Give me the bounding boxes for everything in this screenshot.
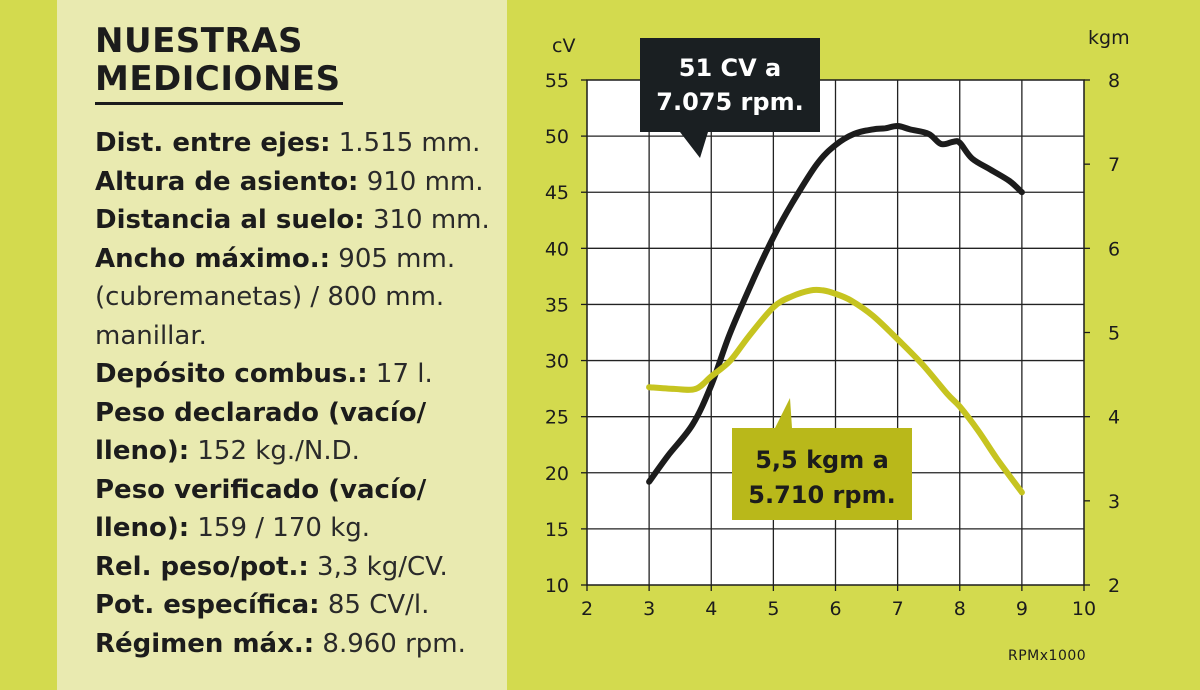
spec-value: 3,3 kg/CV. [308,551,448,582]
spec-label: Peso declarado (vacío/ [95,397,427,428]
x-axis-label: RPMx1000 [1008,648,1086,664]
spec-label: Distancia al suelo: [95,205,365,235]
spec-value: manillar. [95,320,207,351]
spec-row: Ancho máximo.: 905 mm. [95,240,505,279]
spec-row: Régimen máx.: 8.960 rpm. [95,625,505,664]
spec-row: (cubremanetas) / 800 mm. [95,278,505,317]
x-tick-label: 5 [767,598,779,620]
spec-value: 905 mm. [330,243,456,274]
spec-label: Ancho máximo.: [95,243,331,274]
x-tick-label: 7 [892,598,904,620]
spec-row: Altura de asiento: 910 mm. [95,163,505,202]
spec-value: 310 mm. [364,205,490,235]
spec-row: manillar. [95,317,505,356]
title-line-2: MEDICIONES [95,59,341,99]
spec-row: Pot. específica: 85 CV/l. [95,586,505,625]
spec-label: Depósito combus.: [95,359,368,389]
panel-title: NUESTRAS MEDICIONES [95,22,341,98]
spec-row: lleno): 152 kg./N.D. [95,432,505,471]
y-left-tick-label: 25 [545,407,569,429]
x-tick-label: 4 [705,598,717,620]
y-right-tick-label: 4 [1108,407,1120,429]
y-left-tick-label: 40 [545,238,569,260]
y-right-axis-label: kgm [1088,27,1130,49]
spec-value: 1.515 mm. [330,128,481,158]
x-tick-label: 2 [581,598,593,620]
y-right-tick-label: 6 [1108,238,1120,260]
spec-value: 17 l. [367,359,433,389]
y-right-tick-label: 7 [1108,154,1120,176]
spec-row: Dist. entre ejes: 1.515 mm. [95,124,505,163]
title-underline [95,102,343,105]
series-layer [646,122,1025,496]
annotation-power-line-2: 7.075 rpm. [656,88,803,116]
spec-label: Pot. específica: [95,590,320,620]
y-left-tick-label: 35 [545,294,569,316]
y-left-tick-label: 10 [545,575,569,597]
y-left-tick-label: 15 [545,519,569,541]
annotation-power-line-1: 51 CV a [679,54,782,82]
annotation-power-box [640,38,820,158]
x-tick-label: 10 [1072,598,1096,620]
series-line-torque [646,286,1025,496]
y-left-axis-label: cV [552,35,575,57]
spec-row: Distancia al suelo: 310 mm. [95,201,505,240]
spec-label: Peso verificado (vacío/ [95,474,427,505]
spec-label: Régimen máx.: [95,628,315,659]
y-right-tick-label: 8 [1108,70,1120,92]
specs-panel: NUESTRAS MEDICIONES Dist. entre ejes: 1.… [57,0,507,690]
spec-row: Depósito combus.: 17 l. [95,355,505,394]
spec-label: lleno): [95,513,190,543]
spec-row: Peso declarado (vacío/ [95,394,505,433]
x-tick-labels: 2 3 4 5 6 7 8 9 10 [581,585,1096,620]
spec-value: 910 mm. [358,166,484,197]
y-right-tick-label: 2 [1108,575,1120,597]
spec-value: 8.960 rpm. [314,628,466,659]
spec-label: Dist. entre ejes: [95,128,331,158]
specs-list: Dist. entre ejes: 1.515 mm. Altura de as… [95,124,505,663]
annotation-torque-line-1: 5,5 kgm a [755,446,889,474]
x-tick-label: 6 [829,598,841,620]
spec-row: lleno): 159 / 170 kg. [95,509,505,548]
spec-value: (cubremanetas) / 800 mm. [95,282,445,312]
annotation-power: 51 CV a 7.075 rpm. [640,38,820,158]
y-left-tick-label: 45 [545,182,569,204]
annotation-torque-line-2: 5.710 rpm. [748,481,895,509]
spec-label: Altura de asiento: [95,166,359,197]
title-line-1: NUESTRAS [95,21,303,61]
annotation-torque: 5,5 kgm a 5.710 rpm. [732,398,912,520]
spec-label: lleno): [95,436,190,466]
y-right-tick-label: 5 [1108,323,1120,345]
spec-row: Rel. peso/pot.: 3,3 kg/CV. [95,548,505,587]
y-left-tick-label: 55 [545,70,569,92]
y-right-tick-labels: 2 3 4 5 6 7 8 [1084,70,1120,597]
x-tick-label: 3 [643,598,655,620]
annotation-torque-box [732,398,912,520]
spec-value: 159 / 170 kg. [189,513,371,543]
y-left-tick-label: 50 [545,126,569,148]
series-line-power [646,122,1025,485]
grid [587,80,1084,585]
spec-row: Peso verificado (vacío/ [95,471,505,510]
y-left-tick-labels: 10 15 20 25 30 35 40 45 50 55 [545,70,587,597]
spec-label: Rel. peso/pot.: [95,551,309,582]
spec-value: 85 CV/l. [319,590,430,620]
y-left-tick-label: 30 [545,351,569,373]
x-tick-label: 8 [954,598,966,620]
y-left-tick-label: 20 [545,463,569,485]
y-right-tick-label: 3 [1108,491,1120,513]
x-tick-label: 9 [1016,598,1028,620]
spec-value: 152 kg./N.D. [189,436,360,466]
